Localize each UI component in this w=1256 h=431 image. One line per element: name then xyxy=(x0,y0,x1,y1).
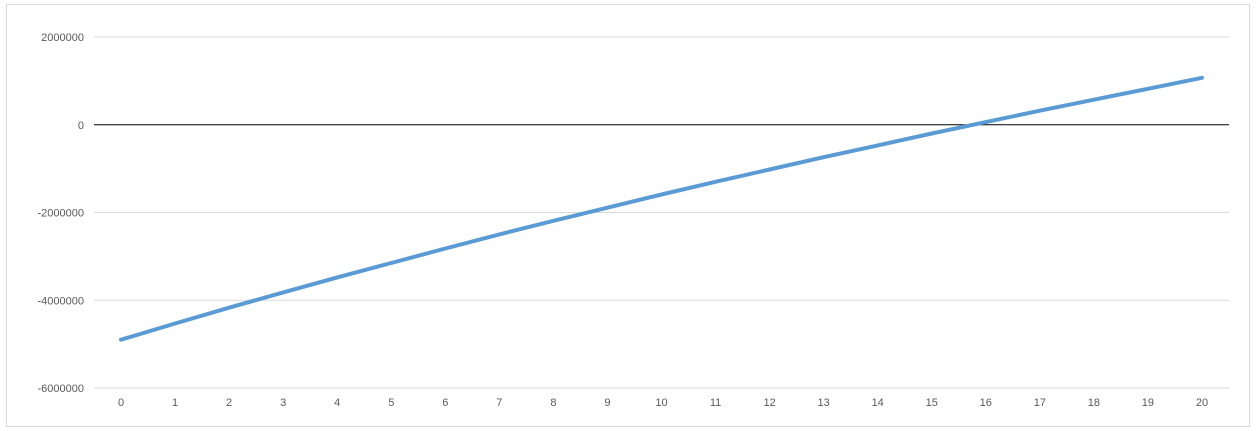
x-tick-label: 14 xyxy=(872,397,884,409)
y-tick-label: -4000000 xyxy=(38,295,85,307)
x-tick-label: 12 xyxy=(763,397,775,409)
x-tick-label: 19 xyxy=(1142,397,1154,409)
x-tick-label: 17 xyxy=(1034,397,1046,409)
y-tick-label: 2000000 xyxy=(41,32,84,44)
x-tick-label: 0 xyxy=(118,397,124,409)
x-tick-label: 15 xyxy=(926,397,938,409)
x-tick-label: 11 xyxy=(710,397,721,409)
x-tick-label: 7 xyxy=(496,397,502,409)
y-tick-label: 0 xyxy=(78,120,84,132)
x-tick-label: 20 xyxy=(1196,397,1208,409)
x-tick-label: 3 xyxy=(280,397,286,409)
chart-frame xyxy=(6,4,1250,427)
x-tick-label: 10 xyxy=(655,397,667,409)
x-tick-label: 9 xyxy=(604,397,610,409)
x-tick-label: 18 xyxy=(1088,397,1100,409)
series-line xyxy=(119,75,1204,342)
x-tick-label: 1 xyxy=(172,397,178,409)
x-tick-label: 13 xyxy=(818,397,830,409)
x-tick-label: 8 xyxy=(550,397,556,409)
x-tick-label: 5 xyxy=(388,397,394,409)
y-tick-label: -6000000 xyxy=(38,383,85,395)
x-tick-label: 16 xyxy=(980,397,992,409)
y-tick-label: -2000000 xyxy=(38,208,85,220)
x-tick-label: 4 xyxy=(334,397,340,409)
x-tick-label: 2 xyxy=(226,397,232,409)
x-tick-label: 6 xyxy=(442,397,448,409)
